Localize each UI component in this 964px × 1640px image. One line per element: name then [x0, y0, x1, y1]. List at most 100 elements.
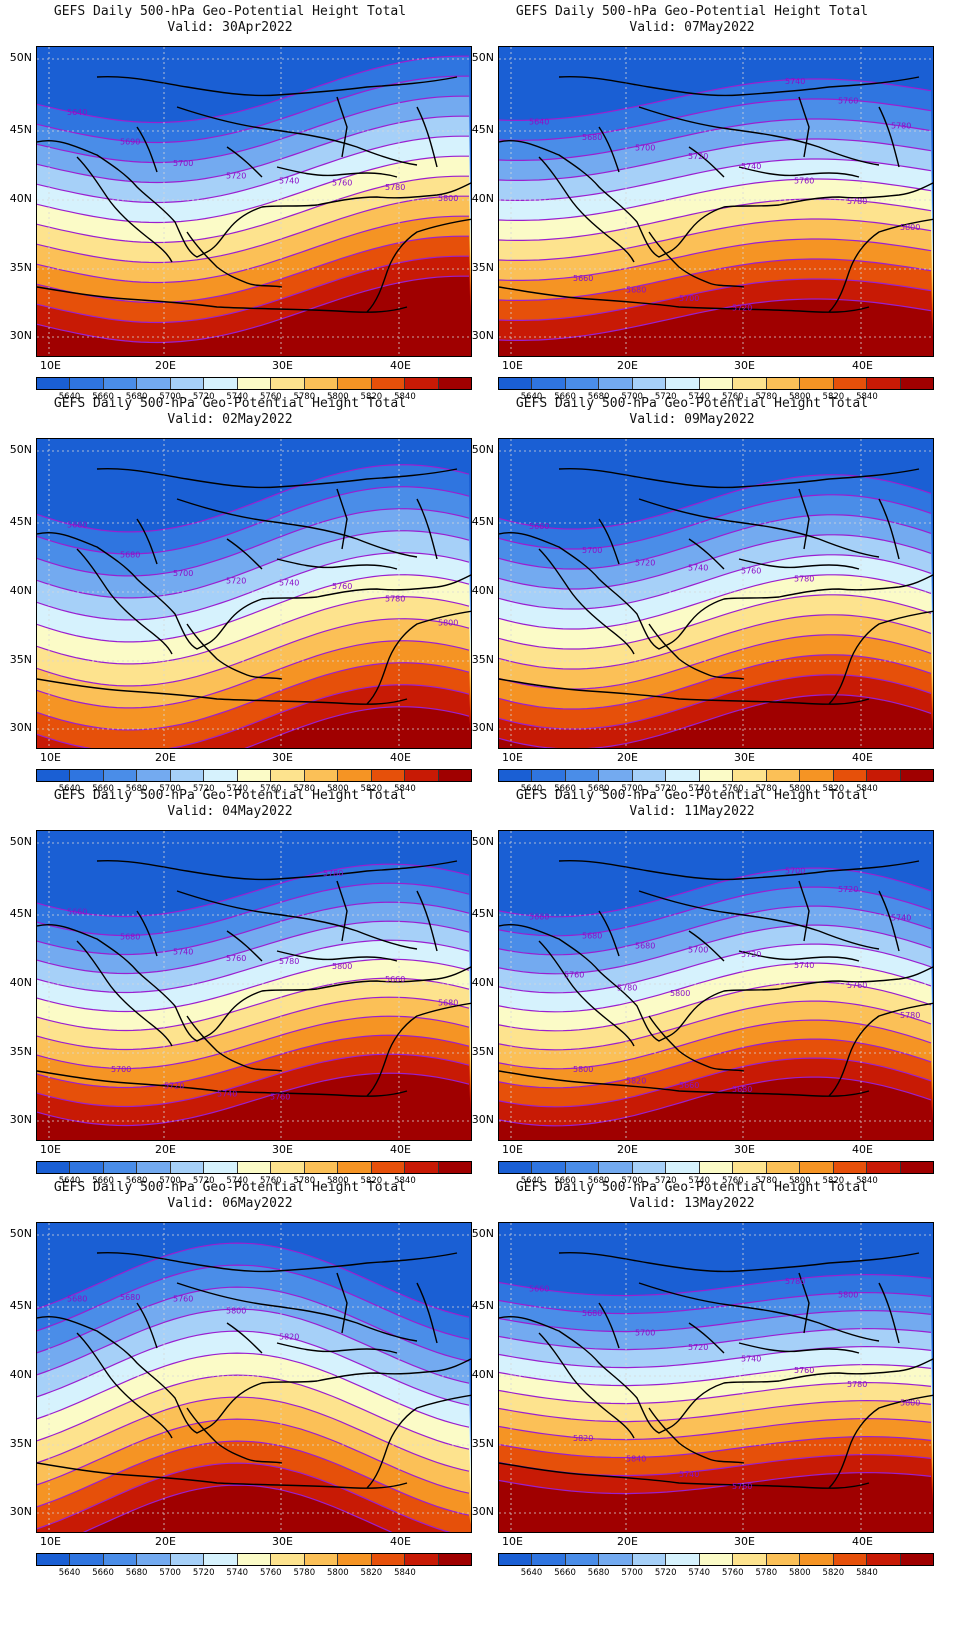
colorbar-swatch	[599, 770, 633, 781]
colorbar-swatch	[103, 770, 138, 781]
colorbar-labels: 5640 5660 5680 5700 5720 5740 5760 5780 5800 5820…	[36, 392, 472, 404]
colorbar-labels: 5640 5660 5680 5700 5720 5740 5760 5780 5800 5820…	[498, 1568, 934, 1580]
coastline-border	[366, 1002, 471, 1097]
latitude-tick-label: 40N	[471, 584, 494, 597]
coastline-border	[538, 1332, 635, 1439]
coastline-border	[499, 924, 933, 1042]
coastline-border	[638, 498, 880, 558]
longitude-tick-label: 10E	[40, 1535, 61, 1548]
colorbar-swatch	[833, 1162, 868, 1173]
contour-label: 5680	[582, 133, 602, 142]
colorbar-swatch	[699, 770, 734, 781]
contour-line	[37, 1418, 470, 1494]
panel-title: GEFS Daily 500-hPa Geo-Potential Height …	[462, 788, 922, 820]
contour-line	[499, 218, 932, 261]
field-band	[84, 1485, 391, 1532]
colorbar-swatch	[867, 378, 901, 389]
contour-line	[499, 674, 932, 730]
contour-label: 5680	[120, 551, 140, 560]
coastline-border	[598, 1302, 620, 1349]
colorbar-label: 5740	[688, 1568, 711, 1578]
latitude-tick-label: 50N	[471, 835, 494, 848]
panel-title: GEFS Daily 500-hPa Geo-Potential Height …	[0, 396, 460, 428]
longitude-tick-label: 10E	[40, 751, 61, 764]
map-plot-area: 5660 5680 5680 5700 5720 5740 5760 5780 5800 5820…	[498, 830, 934, 1141]
colorbar-swatch	[833, 378, 868, 389]
contour-line	[37, 901, 470, 956]
contour-label: 5720	[635, 559, 655, 568]
height-field-svg: 5660 5680 5740 5760 5780 5800 5660 5680 5700 5720…	[37, 831, 471, 1140]
coastline-border	[186, 1015, 283, 1072]
contour-label: 5680	[582, 1309, 602, 1318]
colorbar-swatch	[699, 378, 734, 389]
colorbar-label: 5840	[856, 1568, 878, 1578]
contour-line	[499, 118, 932, 161]
contour-label: 5780	[323, 869, 343, 878]
colorbar-label: 5680	[125, 1568, 148, 1578]
coastline-border	[798, 488, 810, 550]
colorbar-label: 5720	[654, 392, 677, 402]
coastline-border	[598, 518, 620, 565]
coastline-border	[828, 1394, 933, 1489]
contour-line	[499, 1273, 932, 1297]
colorbar-swatch	[271, 378, 305, 389]
contour-line	[37, 175, 469, 244]
contour-label: 5700	[635, 144, 655, 153]
coastline-border	[798, 880, 810, 942]
colorbar-swatch	[170, 1554, 205, 1565]
contour-line	[37, 939, 470, 994]
map-panel: GEFS Daily 500-hPa Geo-Potential Height …	[0, 1176, 472, 1578]
latitude-tick-label: 45N	[471, 1299, 494, 1312]
coastline-border	[738, 1342, 860, 1354]
colorbar-swatch	[170, 378, 205, 389]
contour-line	[37, 1072, 470, 1127]
colorbar-label: 5740	[226, 1176, 249, 1186]
contour-line	[499, 198, 932, 241]
colorbar-label: 5700	[159, 784, 181, 794]
coastline-border	[416, 106, 438, 168]
colorbar-swatch	[632, 1554, 667, 1565]
latitude-tick-label: 35N	[471, 1045, 494, 1058]
coastline-border	[37, 286, 408, 313]
latitude-tick-label: 50N	[9, 835, 32, 848]
contour-line	[499, 138, 932, 181]
contour-label: 5700	[635, 1328, 655, 1337]
field-band	[37, 1073, 471, 1140]
coastline-border	[598, 126, 620, 173]
coastline-border	[336, 1272, 348, 1334]
colorbar-label: 5740	[226, 784, 249, 794]
colorbar-swatch	[867, 770, 901, 781]
longitude-tick-label: 30E	[734, 751, 755, 764]
colorbar-label: 5760	[721, 392, 744, 402]
contour-label: 5760	[332, 582, 352, 591]
contour-label: 5660	[529, 912, 549, 921]
coastline-border	[558, 1251, 920, 1273]
colorbar-label: 5760	[721, 1176, 744, 1186]
panel-title-text: GEFS Daily 500-hPa Geo-Potential Height …	[515, 396, 869, 411]
contour-label: 5820	[279, 1333, 299, 1342]
contour-line	[499, 1327, 932, 1351]
colorbar-swatch	[103, 1554, 138, 1565]
colorbar-swatch	[565, 1162, 600, 1173]
longitude-tick-label: 30E	[734, 1535, 755, 1548]
map-panel: GEFS Daily 500-hPa Geo-Potential Height …	[0, 392, 472, 794]
colorbar-label: 5660	[92, 784, 114, 794]
coastline-border	[878, 1282, 900, 1344]
colorbar-swatch	[438, 378, 472, 389]
coastline-border	[136, 1302, 158, 1349]
colorbar-label: 5820	[822, 1568, 845, 1578]
field-band	[499, 1077, 933, 1140]
contour-line	[37, 95, 469, 164]
colorbar-swatch	[405, 770, 439, 781]
contour-label: 5680	[635, 941, 655, 950]
colorbar-swatch	[137, 378, 171, 389]
colorbar-label: 5700	[621, 784, 643, 794]
contour-line	[499, 1381, 932, 1405]
colorbar-swatch	[405, 1554, 439, 1565]
coastline-border	[366, 1394, 471, 1489]
longitude-tick-label: 20E	[617, 1535, 638, 1548]
contour-line	[37, 920, 470, 975]
colorbar-label: 5640	[520, 392, 543, 402]
coastline-border	[499, 140, 933, 258]
contour-line	[37, 662, 470, 731]
